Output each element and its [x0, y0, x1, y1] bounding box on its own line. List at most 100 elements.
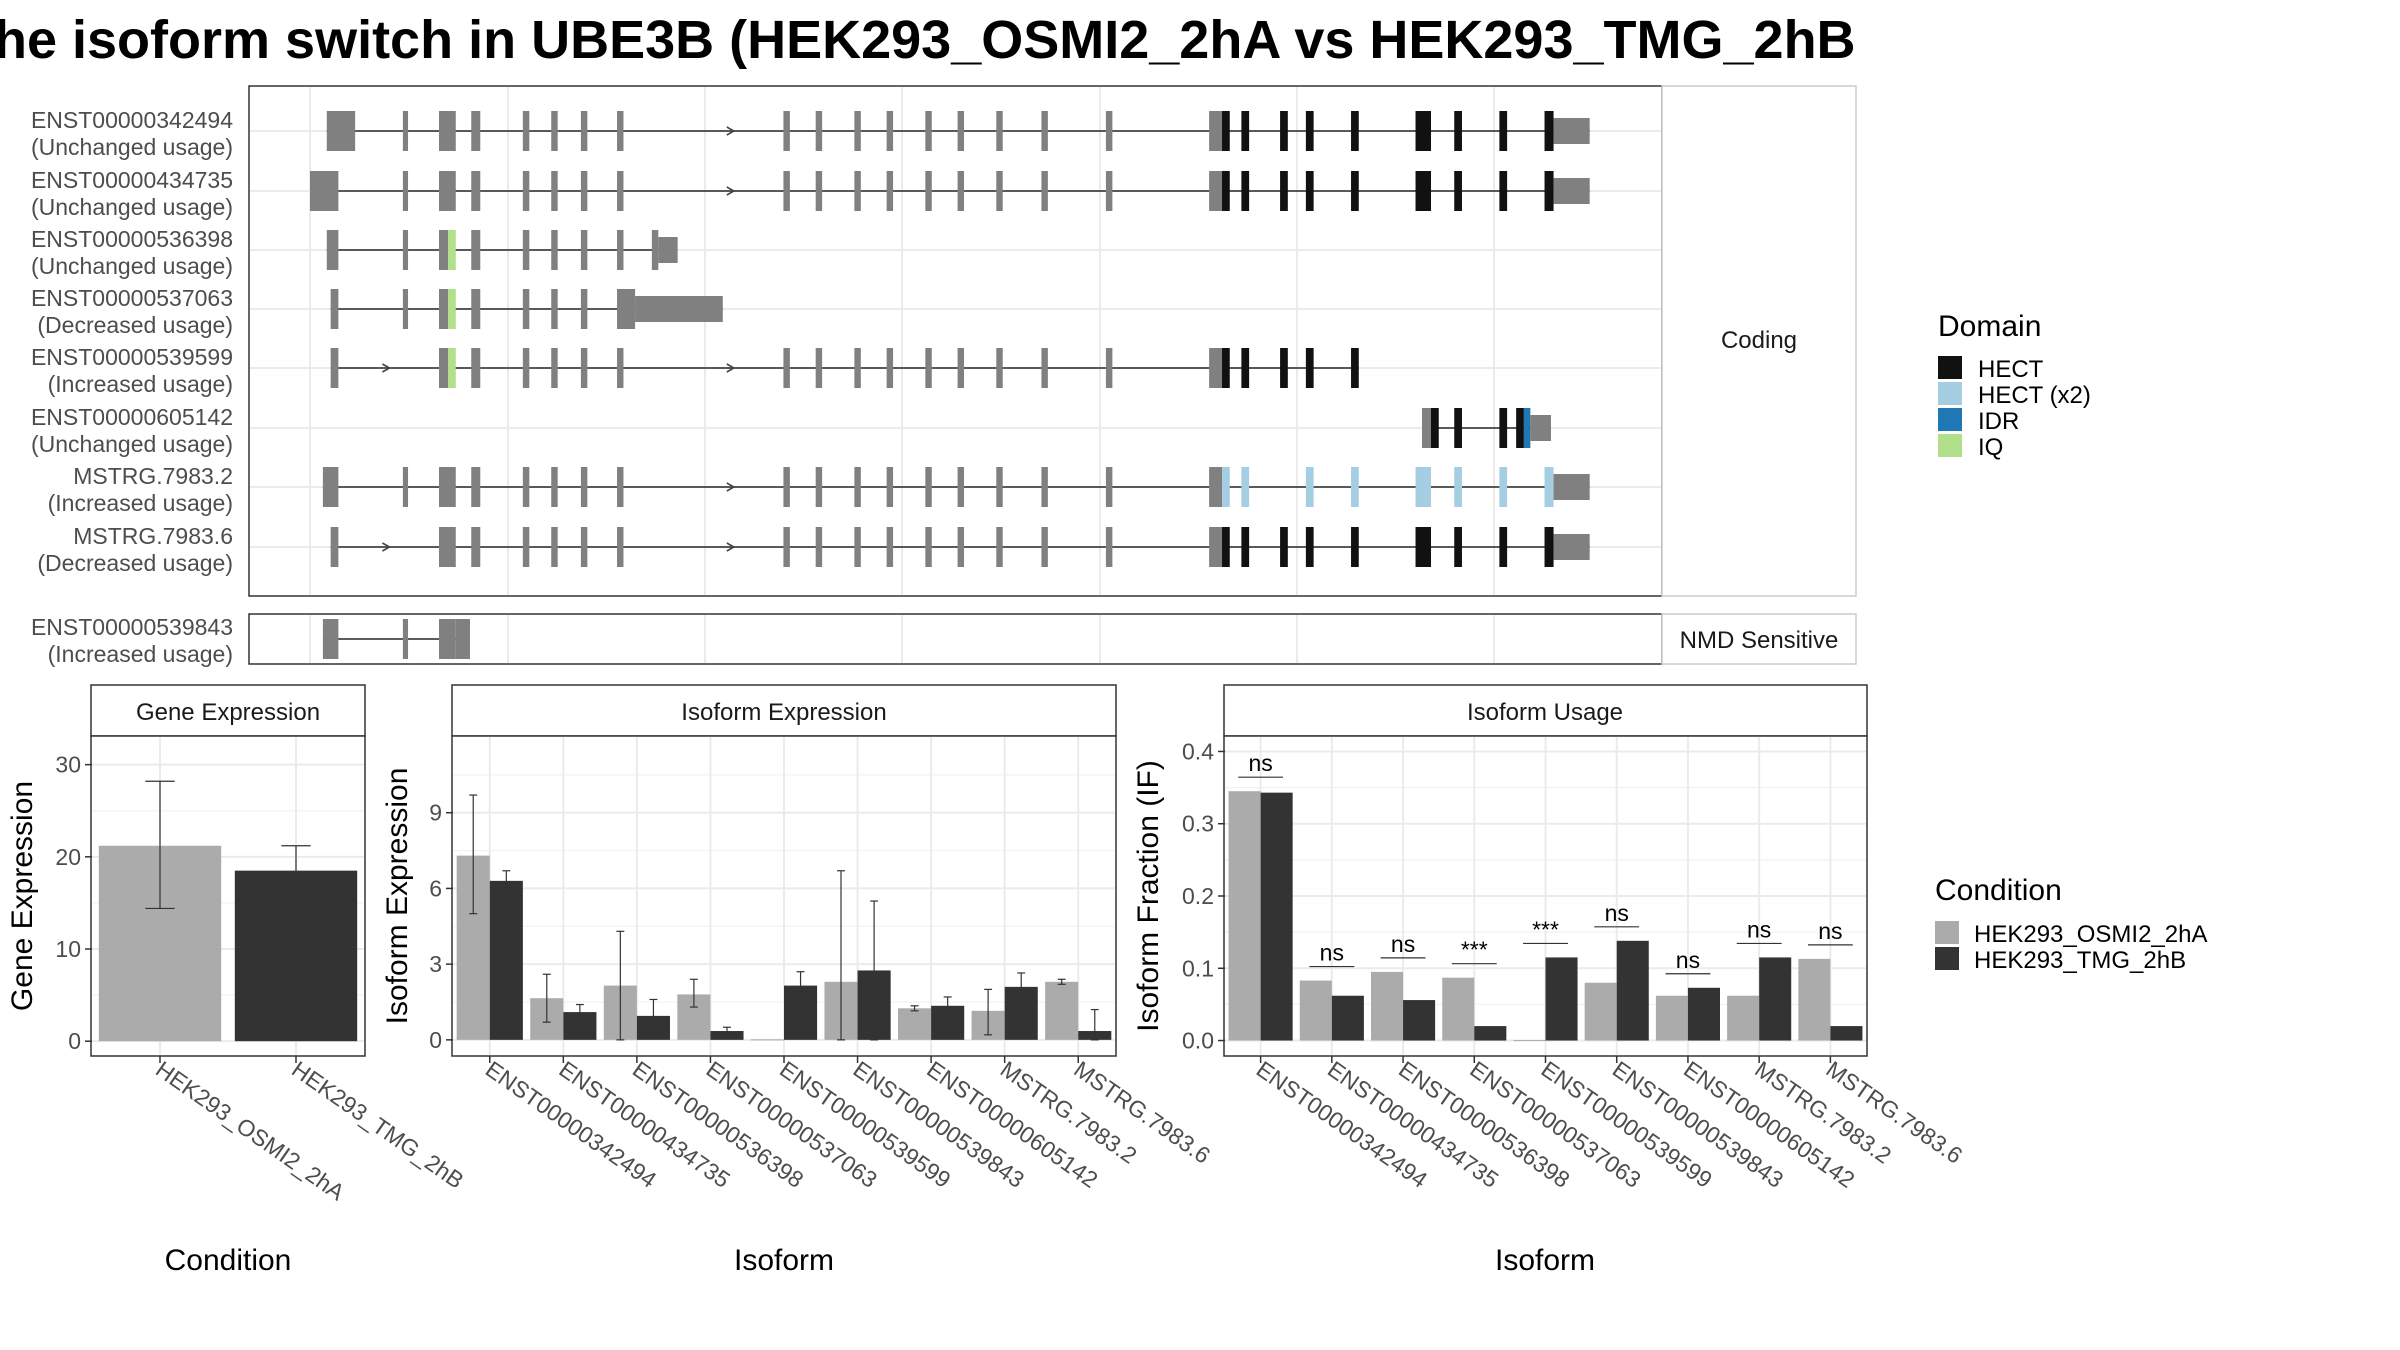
- exon-mstrg-7983-2-25: [1544, 467, 1554, 507]
- exon-mstrg-7983-2-2: [439, 467, 456, 507]
- exon-enst00000539599-0: [330, 348, 339, 388]
- transcript-id-enst00000539599: ENST00000539599: [31, 344, 233, 370]
- strand-arrow-enst00000342494-0: [726, 126, 736, 136]
- exon-enst00000539843-3: [455, 619, 470, 659]
- exon-enst00000434735-10: [854, 171, 861, 211]
- iso-usage-bar-enst00000539599-0: [1513, 1040, 1546, 1042]
- legend-key-condition-a: [1935, 921, 1959, 944]
- exon-enst00000342494-13: [957, 111, 965, 151]
- exon-enst00000539599-17: [1209, 348, 1223, 388]
- legend-label-idr: IDR: [1978, 408, 2019, 435]
- exon-enst00000539599-8: [783, 348, 790, 388]
- exon-mstrg-7983-2-5: [551, 467, 558, 507]
- exon-enst00000536398-9: [651, 230, 659, 270]
- exon-enst00000342494-24: [1454, 111, 1462, 151]
- exon-enst00000605142-6: [1530, 415, 1551, 441]
- exon-enst00000342494-22: [1351, 111, 1359, 151]
- exon-enst00000342494-8: [783, 111, 790, 151]
- exon-enst00000539599-19: [1241, 348, 1250, 388]
- iso-usage-bar-enst00000537063-0: [1442, 977, 1475, 1041]
- nmd-strip: [1661, 613, 1857, 665]
- exon-enst00000342494-18: [1222, 111, 1230, 151]
- iso-expr-bar-enst00000342494-1: [489, 880, 523, 1040]
- exon-mstrg-7983-6-1: [439, 527, 456, 567]
- gene-expr-ytick-label-1: 10: [55, 936, 81, 962]
- exon-enst00000342494-7: [617, 111, 624, 151]
- exon-enst00000434735-9: [815, 171, 823, 211]
- exon-enst00000434735-1: [402, 171, 409, 211]
- exon-enst00000434735-24: [1454, 171, 1462, 211]
- exon-enst00000537063-0: [330, 289, 339, 329]
- iso-expr-bar-enst00000537063-1: [710, 1031, 744, 1040]
- iso-usage-bar-enst00000539843-1: [1616, 940, 1649, 1041]
- exon-enst00000342494-26: [1544, 111, 1554, 151]
- isoform-expression-xlabel: Isoform: [734, 1244, 834, 1277]
- coding-panel-frame: [248, 85, 1663, 597]
- exon-mstrg-7983-6-22: [1415, 527, 1432, 567]
- exon-enst00000539599-11: [886, 348, 894, 388]
- iso-usage-sig-label-0: ns: [1248, 750, 1272, 776]
- exon-enst00000342494-16: [1105, 111, 1113, 151]
- exon-mstrg-7983-6-7: [783, 527, 790, 567]
- exon-enst00000434735-11: [886, 171, 894, 211]
- coding-strip-label: Coding: [1721, 327, 1797, 354]
- transcript-usage-enst00000539599: (Increased usage): [48, 371, 233, 397]
- condition-legend: Condition HEK293_OSMI2_2hA HEK293_TMG_2h…: [1935, 874, 2207, 974]
- nmd-transcript-id: ENST00000539843: [31, 614, 233, 640]
- exon-mstrg-7983-2-24: [1499, 467, 1508, 507]
- exon-enst00000605142-3: [1499, 408, 1508, 448]
- exon-mstrg-7983-2-9: [815, 467, 823, 507]
- nmd-gridlines: [309, 615, 1495, 663]
- legend-label-condition-a: HEK293_OSMI2_2hA: [1974, 921, 2207, 948]
- iso-usage-sig-label-6: ns: [1676, 947, 1700, 973]
- iso-usage-sig-label-5: ns: [1605, 900, 1629, 926]
- transcript-usage-enst00000536398: (Unchanged usage): [31, 253, 233, 279]
- isoform-usage-ylabel: Isoform Fraction (IF): [1132, 760, 1165, 1032]
- exon-mstrg-7983-2-21: [1351, 467, 1359, 507]
- exon-enst00000539599-12: [925, 348, 932, 388]
- exon-enst00000434735-3: [471, 171, 481, 211]
- exon-enst00000434735-25: [1499, 171, 1508, 211]
- exon-mstrg-7983-2-20: [1305, 467, 1314, 507]
- exon-enst00000539599-20: [1280, 348, 1288, 388]
- exon-mstrg-7983-6-16: [1209, 527, 1223, 567]
- legend-key-hect: [1938, 356, 1962, 379]
- iso-expr-ytick-label-3: 9: [429, 800, 442, 826]
- exon-enst00000537063-5: [522, 289, 530, 329]
- exon-enst00000539599-14: [996, 348, 1003, 388]
- exon-mstrg-7983-2-17: [1209, 467, 1223, 507]
- nmd-transcript-track: [322, 619, 470, 659]
- exon-enst00000537063-8: [617, 289, 636, 329]
- exon-mstrg-7983-6-26: [1553, 534, 1590, 560]
- exon-enst00000342494-21: [1305, 111, 1314, 151]
- exon-enst00000342494-1: [402, 111, 409, 151]
- exon-enst00000342494-3: [471, 111, 481, 151]
- isoform-usage-strip: [1223, 684, 1868, 737]
- iso-usage-ytick-label-3: 0.3: [1182, 811, 1214, 837]
- exon-enst00000536398-0: [326, 230, 339, 270]
- iso-expr-bar-mstrg-7983-6-0: [1045, 981, 1079, 1040]
- iso-expr-ytick-label-1: 3: [429, 951, 442, 977]
- exon-enst00000536398-2: [439, 230, 449, 270]
- exon-mstrg-7983-2-8: [783, 467, 790, 507]
- iso-usage-bar-enst00000536398-1: [1403, 1000, 1436, 1041]
- nmd-panel-frame: [248, 613, 1663, 665]
- exon-enst00000536398-3: [448, 230, 456, 270]
- exon-enst00000434735-17: [1209, 171, 1223, 211]
- exon-enst00000342494-9: [815, 111, 823, 151]
- iso-usage-bar-enst00000539599-1: [1545, 957, 1578, 1041]
- iso-usage-sig-label-1: ns: [1320, 940, 1344, 966]
- exon-enst00000342494-0: [326, 111, 356, 151]
- exon-enst00000434735-23: [1415, 171, 1432, 211]
- nmd-strip-label: NMD Sensitive: [1680, 627, 1839, 654]
- exon-enst00000539599-5: [551, 348, 558, 388]
- iso-usage-ytick-label-4: 0.4: [1182, 738, 1214, 764]
- exon-mstrg-7983-2-7: [617, 467, 624, 507]
- transcript-usage-enst00000342494: (Unchanged usage): [31, 134, 233, 160]
- exon-mstrg-7983-6-8: [815, 527, 823, 567]
- exon-enst00000434735-12: [925, 171, 932, 211]
- exon-enst00000537063-7: [580, 289, 588, 329]
- iso-expr-ytick-label-2: 6: [429, 875, 442, 901]
- isoform-usage-plot: 0.00.10.20.30.4ENST00000342494ENST000004…: [1182, 737, 1967, 1193]
